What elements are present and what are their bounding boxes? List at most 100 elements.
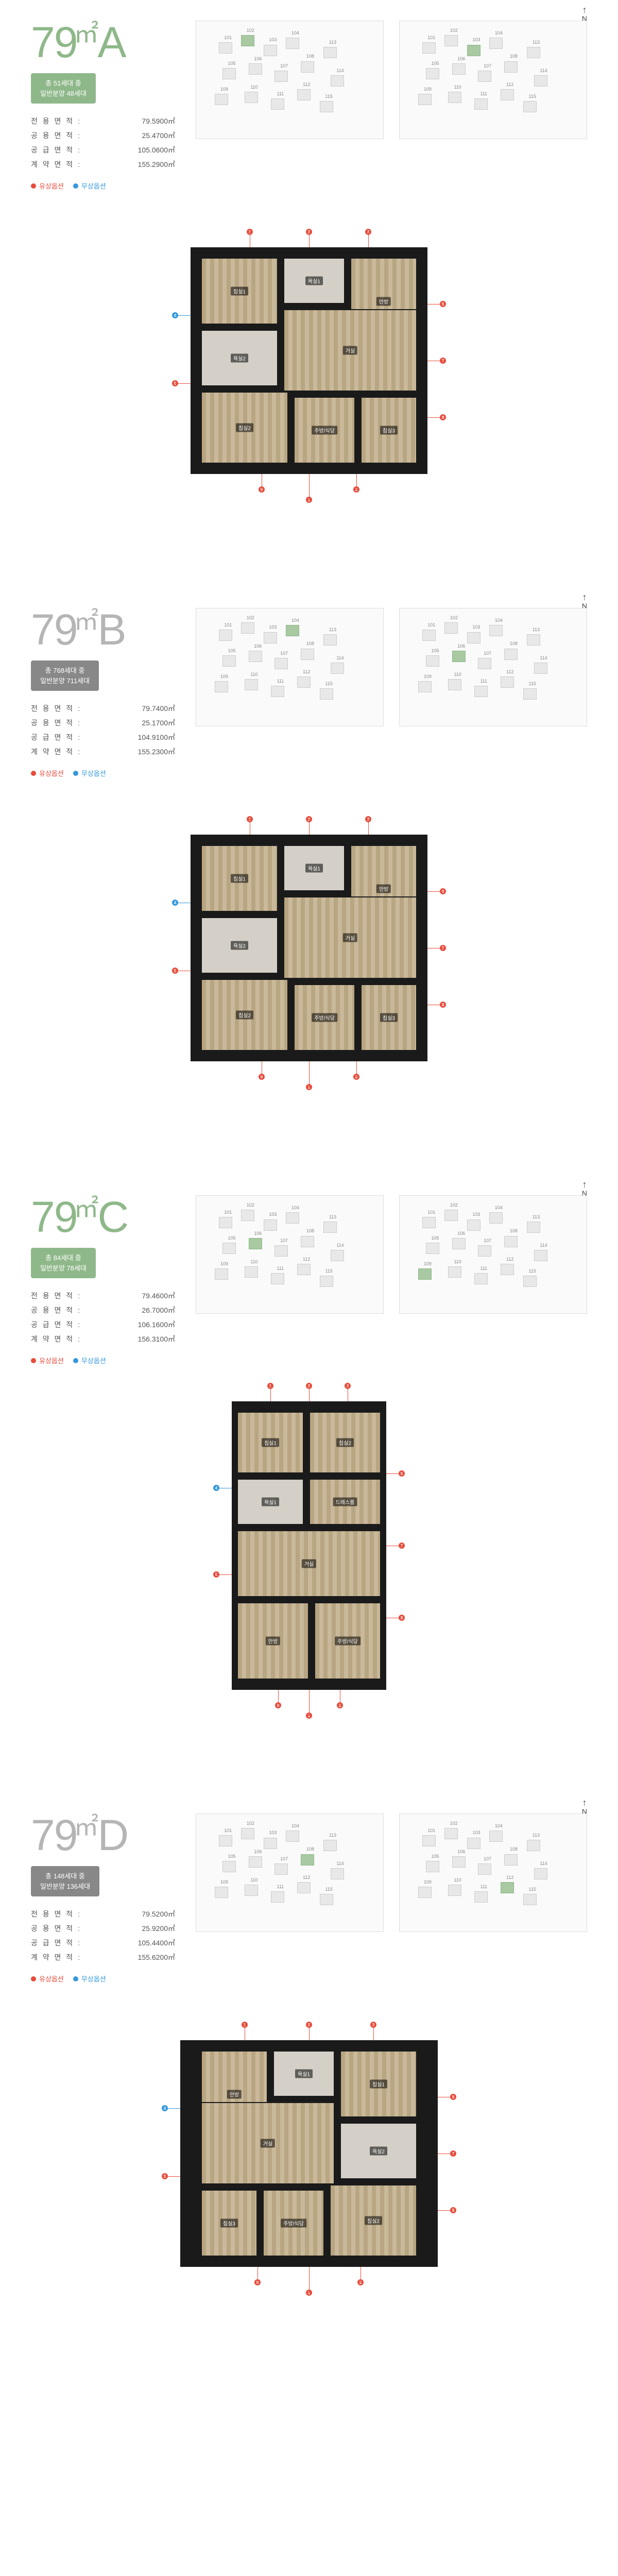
site-building-label: 110 bbox=[250, 1877, 258, 1883]
site-building-label: 102 bbox=[247, 1821, 254, 1826]
site-building bbox=[274, 1863, 288, 1875]
site-building-label: 109 bbox=[424, 1879, 432, 1885]
site-building bbox=[271, 1273, 284, 1284]
legend-paid: 유상옵션 bbox=[31, 768, 64, 778]
room-label: 욕실1 bbox=[262, 1498, 279, 1506]
site-building-label: 104 bbox=[495, 1823, 503, 1828]
legend-free: 무상옵션 bbox=[73, 1355, 106, 1365]
area-value: 79.7400㎡ bbox=[142, 703, 175, 714]
area-label: 공 용 면 적 : bbox=[31, 718, 81, 728]
site-building-label: 111 bbox=[277, 1266, 284, 1271]
site-building bbox=[527, 47, 540, 58]
site-building-label: 101 bbox=[224, 35, 232, 40]
site-building-label: 101 bbox=[224, 1210, 232, 1215]
legend-paid: 유상옵션 bbox=[31, 1355, 64, 1365]
site-building bbox=[331, 1250, 344, 1261]
site-building-label: 103 bbox=[269, 1212, 277, 1217]
area-row: 계 약 면 적 :155.2900㎡ bbox=[31, 157, 175, 172]
site-building-label: 110 bbox=[250, 1259, 258, 1264]
site-building-label: 114 bbox=[336, 68, 344, 73]
site-building-label: 104 bbox=[291, 618, 299, 623]
site-building bbox=[452, 63, 466, 75]
site-building-label: 111 bbox=[277, 1884, 284, 1889]
site-building-label: 108 bbox=[510, 54, 518, 59]
site-building bbox=[222, 1243, 236, 1254]
badge-line2: 일반분양 78세대 bbox=[40, 1263, 87, 1274]
site-building-label: 113 bbox=[533, 1833, 540, 1838]
unit-title-letter: D bbox=[97, 1811, 128, 1859]
site-building-label: 115 bbox=[529, 1887, 536, 1892]
site-building bbox=[219, 1835, 232, 1846]
dimension-line bbox=[309, 474, 310, 500]
legend-paid-label: 유상옵션 bbox=[39, 1974, 64, 1984]
site-building-label: 107 bbox=[280, 651, 288, 656]
room-label: 욕실2 bbox=[231, 941, 248, 950]
site-building-label: 110 bbox=[454, 1877, 461, 1883]
site-building-label: 114 bbox=[540, 68, 547, 73]
site-building bbox=[504, 61, 518, 73]
site-building-label: 107 bbox=[484, 651, 491, 656]
room-label: 욕실1 bbox=[305, 277, 323, 285]
site-building-label: 115 bbox=[325, 1268, 333, 1274]
area-label: 전 용 면 적 : bbox=[31, 116, 81, 126]
dimension-line bbox=[427, 417, 443, 418]
room-label: 거실 bbox=[343, 934, 357, 942]
site-building bbox=[448, 92, 461, 103]
site-building-label: 101 bbox=[224, 1828, 232, 1833]
site-building bbox=[448, 1885, 461, 1896]
badge-line1: 총 51세대 중 bbox=[40, 78, 87, 89]
site-building bbox=[534, 75, 547, 87]
site-building-label: 111 bbox=[277, 679, 284, 684]
dimension-line bbox=[309, 232, 310, 247]
dimension-line bbox=[373, 2025, 374, 2040]
site-building bbox=[418, 681, 432, 692]
site-building-label: 103 bbox=[269, 1830, 277, 1835]
info-panel: 79㎡B총 768세대 중일반분양 711세대전 용 면 적 :79.7400㎡… bbox=[31, 608, 175, 778]
site-building-label: 109 bbox=[220, 674, 228, 679]
site-building bbox=[301, 61, 314, 73]
room-label: 욕실1 bbox=[295, 2070, 313, 2078]
dimension-line bbox=[309, 2267, 310, 2293]
site-building-label: 108 bbox=[306, 641, 314, 646]
site-building-label: 107 bbox=[280, 1856, 288, 1861]
site-building-label: 114 bbox=[540, 1861, 547, 1866]
room-label: 안방 bbox=[266, 1637, 280, 1646]
site-building bbox=[489, 1212, 503, 1224]
area-row: 전 용 면 적 :79.7400㎡ bbox=[31, 701, 175, 716]
dimension-line bbox=[278, 1690, 279, 1705]
site-plans: N101102103104105106107108109110111112113… bbox=[196, 21, 587, 139]
site-building-label: 104 bbox=[495, 618, 503, 623]
site-building-label: 106 bbox=[254, 1849, 262, 1854]
site-building bbox=[523, 101, 537, 112]
site-building-label: 108 bbox=[510, 1846, 518, 1852]
area-label: 공 용 면 적 : bbox=[31, 130, 81, 141]
site-building-label: 102 bbox=[450, 28, 458, 33]
option-legend: 유상옵션 무상옵션 bbox=[31, 1355, 175, 1365]
site-building bbox=[501, 1264, 514, 1275]
site-building bbox=[444, 622, 458, 634]
unit-section: 79㎡C총 84세대 중일반분양 78세대전 용 면 적 :79.4600㎡공 … bbox=[0, 1175, 618, 1793]
legend-paid: 유상옵션 bbox=[31, 181, 64, 191]
site-building-label: 102 bbox=[247, 28, 254, 33]
site-plan: 1011021031041051061071081091101111121131… bbox=[196, 1814, 384, 1932]
site-building bbox=[286, 38, 299, 49]
area-value: 25.4700㎡ bbox=[142, 130, 175, 141]
area-label: 계 약 면 적 : bbox=[31, 747, 81, 757]
badge-line1: 총 148세대 중 bbox=[40, 1871, 90, 1882]
unit-count-badge: 총 51세대 중일반분양 48세대 bbox=[31, 73, 96, 104]
site-building bbox=[320, 101, 333, 112]
compass-icon: N bbox=[582, 1180, 587, 1197]
legend-paid-label: 유상옵션 bbox=[39, 181, 64, 191]
site-building bbox=[444, 35, 458, 46]
site-building bbox=[249, 1856, 262, 1868]
site-building-label: 107 bbox=[280, 63, 288, 69]
site-plan: 1011021031041051061071081091101111121131… bbox=[399, 1814, 587, 1932]
room-label: 안방 bbox=[376, 297, 391, 306]
site-building bbox=[215, 1268, 228, 1280]
unit-title-num: 79 bbox=[31, 1193, 77, 1241]
option-legend: 유상옵션무상옵션 bbox=[31, 1974, 175, 1984]
site-building-label: 104 bbox=[291, 30, 299, 36]
site-building bbox=[504, 649, 518, 660]
dot-icon bbox=[31, 1358, 36, 1363]
site-building-label: 110 bbox=[250, 84, 258, 90]
